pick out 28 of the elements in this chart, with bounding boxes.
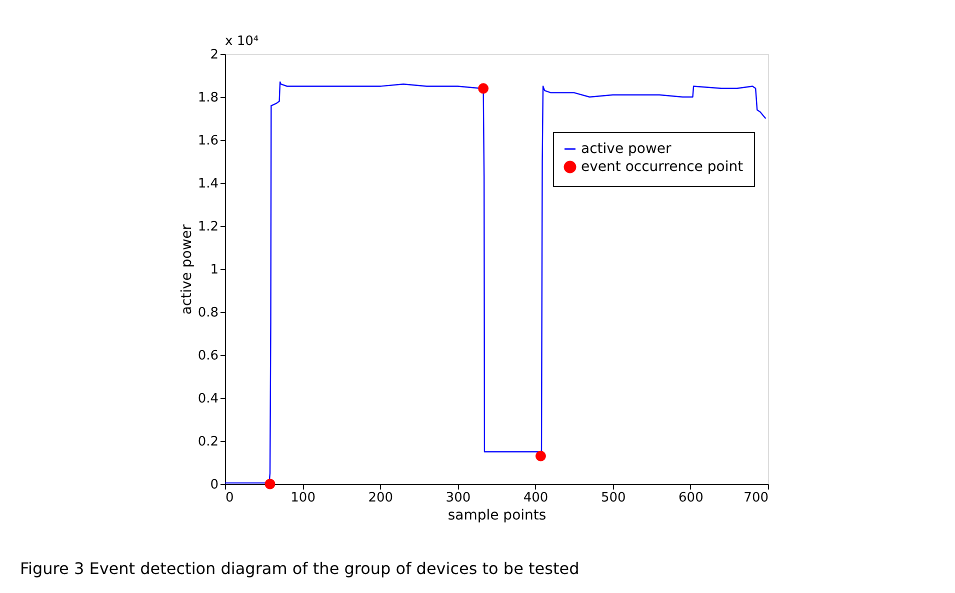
point bbox=[478, 83, 489, 94]
y-tick-label: 1.8 bbox=[198, 90, 218, 106]
legend-label: event occurrence point bbox=[581, 159, 744, 175]
y-tick-label: 1.2 bbox=[198, 220, 218, 234]
y-tick-label: 2 bbox=[210, 48, 218, 62]
text: x 10⁴ bbox=[225, 34, 259, 49]
y-tick-label: 1.6 bbox=[198, 134, 218, 148]
y-tick-label: 1.4 bbox=[198, 176, 218, 192]
caption: Figure 3 Event detection diagram of the group of devices to be tested bbox=[20, 559, 580, 578]
x-tick-label: 0 bbox=[226, 490, 234, 506]
point bbox=[535, 450, 546, 462]
x-tick-label: 400 bbox=[523, 490, 548, 506]
x-tick-label: 600 bbox=[678, 490, 704, 506]
y-tick-label: 0.4 bbox=[198, 392, 218, 406]
point bbox=[264, 478, 276, 490]
x-tick-label: 200 bbox=[368, 490, 394, 506]
y-tick-label: 1 bbox=[210, 262, 218, 278]
y-tick-label: 0.2 bbox=[198, 434, 218, 450]
legend-label: active power bbox=[581, 141, 672, 157]
x-tick-label: 100 bbox=[290, 490, 316, 506]
x-axis-title: sample points bbox=[448, 508, 546, 524]
y-tick-label: 0.8 bbox=[198, 306, 218, 320]
y-tick-label: 0.6 bbox=[198, 348, 218, 364]
x-tick-label: 500 bbox=[600, 490, 626, 506]
y-axis-title: active power bbox=[178, 224, 195, 315]
y-tick-label: 0 bbox=[210, 478, 218, 492]
x-tick-label: 300 bbox=[446, 490, 471, 506]
x-tick-label: 700 bbox=[744, 490, 768, 506]
